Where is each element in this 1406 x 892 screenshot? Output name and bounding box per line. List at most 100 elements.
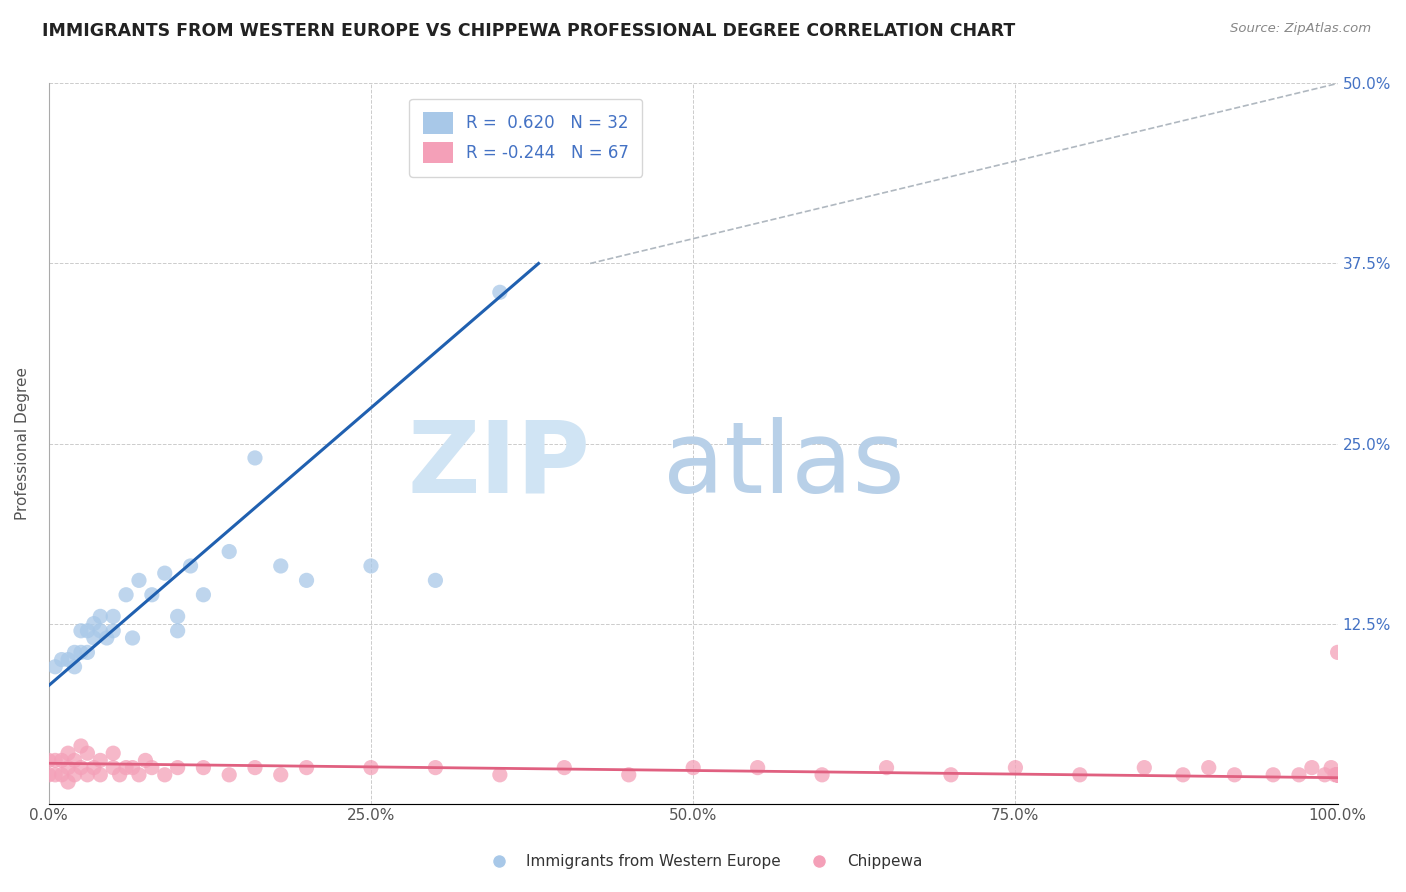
Point	[360, 761, 382, 775]
Point	[617, 768, 640, 782]
Point	[1004, 761, 1026, 775]
Point	[51, 768, 73, 782]
Point	[38, 753, 60, 767]
Point	[153, 566, 176, 581]
Point	[115, 588, 138, 602]
Point	[1326, 768, 1348, 782]
Point	[38, 768, 60, 782]
Point	[1326, 768, 1348, 782]
Point	[1171, 768, 1194, 782]
Point	[166, 624, 188, 638]
Point	[63, 753, 86, 767]
Point	[44, 768, 66, 782]
Point	[1069, 768, 1091, 782]
Point	[1301, 761, 1323, 775]
Point	[1326, 768, 1348, 782]
Point	[83, 616, 105, 631]
Point	[425, 761, 447, 775]
Point	[89, 624, 111, 638]
Point	[121, 631, 143, 645]
Point	[76, 624, 98, 638]
Point	[51, 652, 73, 666]
Point	[489, 768, 512, 782]
Point	[243, 761, 266, 775]
Point	[128, 768, 150, 782]
Point	[295, 761, 318, 775]
Point	[360, 558, 382, 573]
Point	[1313, 768, 1336, 782]
Point	[1326, 768, 1348, 782]
Point	[89, 768, 111, 782]
Point	[1326, 768, 1348, 782]
Point	[1263, 768, 1285, 782]
Point	[103, 746, 125, 760]
Legend: Immigrants from Western Europe, Chippewa: Immigrants from Western Europe, Chippewa	[478, 848, 928, 875]
Point	[180, 558, 202, 573]
Point	[44, 753, 66, 767]
Point	[270, 768, 292, 782]
Point	[489, 285, 512, 300]
Point	[1133, 761, 1156, 775]
Point	[70, 739, 93, 753]
Text: IMMIGRANTS FROM WESTERN EUROPE VS CHIPPEWA PROFESSIONAL DEGREE CORRELATION CHART: IMMIGRANTS FROM WESTERN EUROPE VS CHIPPE…	[42, 22, 1015, 40]
Point	[682, 761, 704, 775]
Point	[141, 588, 163, 602]
Point	[103, 624, 125, 638]
Point	[56, 746, 79, 760]
Point	[425, 574, 447, 588]
Text: ZIP: ZIP	[408, 417, 591, 514]
Point	[70, 645, 93, 659]
Point	[141, 761, 163, 775]
Point	[153, 768, 176, 782]
Point	[103, 761, 125, 775]
Point	[1198, 761, 1220, 775]
Point	[747, 761, 769, 775]
Point	[115, 761, 138, 775]
Point	[70, 761, 93, 775]
Point	[1320, 761, 1343, 775]
Point	[218, 544, 240, 558]
Point	[121, 761, 143, 775]
Point	[193, 761, 215, 775]
Point	[193, 588, 215, 602]
Point	[1326, 768, 1348, 782]
Point	[1326, 768, 1348, 782]
Point	[876, 761, 898, 775]
Text: Source: ZipAtlas.com: Source: ZipAtlas.com	[1230, 22, 1371, 36]
Point	[83, 761, 105, 775]
Point	[89, 753, 111, 767]
Point	[63, 660, 86, 674]
Point	[83, 631, 105, 645]
Point	[243, 450, 266, 465]
Point	[63, 768, 86, 782]
Point	[108, 768, 131, 782]
Point	[70, 624, 93, 638]
Point	[1288, 768, 1310, 782]
Point	[1326, 768, 1348, 782]
Point	[56, 652, 79, 666]
Point	[128, 574, 150, 588]
Point	[56, 761, 79, 775]
Point	[44, 660, 66, 674]
Point	[63, 645, 86, 659]
Point	[811, 768, 834, 782]
Point	[218, 768, 240, 782]
Point	[939, 768, 962, 782]
Y-axis label: Professional Degree: Professional Degree	[15, 367, 30, 520]
Point	[270, 558, 292, 573]
Point	[56, 775, 79, 789]
Point	[295, 574, 318, 588]
Point	[1326, 768, 1348, 782]
Point	[103, 609, 125, 624]
Point	[76, 645, 98, 659]
Point	[1324, 768, 1347, 782]
Point	[1326, 768, 1348, 782]
Point	[134, 753, 156, 767]
Point	[1326, 768, 1348, 782]
Point	[553, 761, 575, 775]
Point	[89, 609, 111, 624]
Point	[51, 753, 73, 767]
Point	[166, 761, 188, 775]
Point	[96, 631, 118, 645]
Point	[1326, 645, 1348, 659]
